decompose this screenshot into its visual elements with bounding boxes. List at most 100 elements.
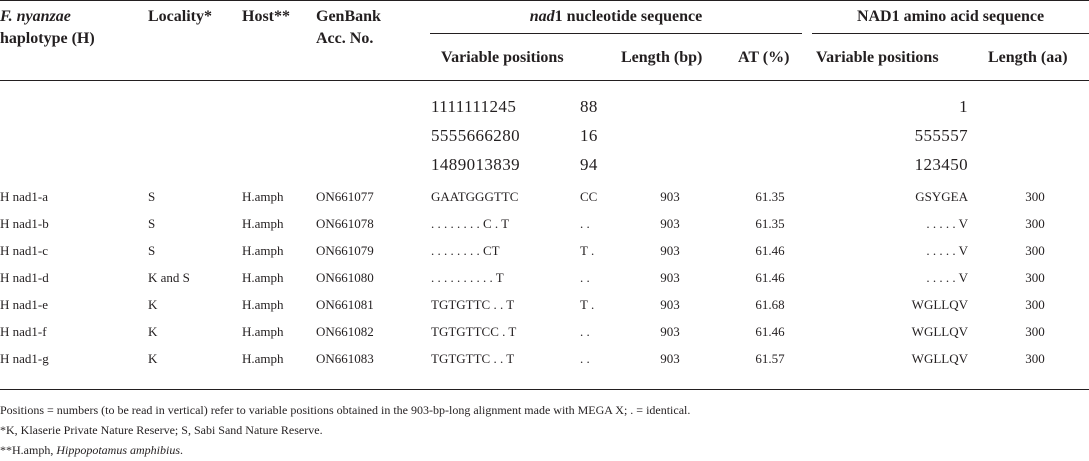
cell-host: H.amph [242,189,284,204]
nuc-positions-tail-line3: 94 [580,155,598,174]
cell-nuc-variable-tail: . . [580,351,590,366]
nuc-positions-tail-line1: 88 [580,97,598,116]
cell-aa-variable: GSYGEA [915,189,968,204]
cell-haplotype: H nad1-b [0,216,49,231]
cell-accession: ON661083 [316,351,374,366]
cell-haplotype: H nad1-a [0,189,49,204]
cell-host: H.amph [242,216,284,231]
cell-accession: ON661077 [316,189,374,204]
header-bottom-rule [0,80,1089,81]
header-nad1-gene: nad [529,8,555,25]
cell-haplotype: H nad1-d [0,270,49,285]
cell-length-bp: 903 [660,189,680,204]
cell-locality: K [148,351,158,366]
cell-length-bp: 903 [660,216,680,231]
cell-aa-variable: . . . . . V [926,270,968,285]
cell-host: H.amph [242,351,284,366]
footnote-host-species: Hippopotamus amphibius [56,443,181,457]
aa-group-rule [812,33,1089,34]
cell-aa-variable: . . . . . V [926,243,968,258]
cell-accession: ON661080 [316,270,374,285]
top-rule [0,0,1089,1]
cell-accession: ON661078 [316,216,374,231]
footnote-locality: *K, Klaserie Private Nature Reserve; S, … [0,423,323,437]
cell-host: H.amph [242,297,284,312]
cell-nuc-variable: TGTGTTCC . T [431,324,517,339]
nad1-group-rule [430,33,802,34]
cell-length-bp: 903 [660,297,680,312]
cell-length-bp: 903 [660,270,680,285]
cell-nuc-variable-tail: T . [580,297,595,312]
cell-nuc-variable: TGTGTTC . . T [431,351,515,366]
cell-locality: S [148,243,156,258]
cell-at-percent: 61.35 [755,189,785,204]
cell-haplotype: H nad1-g [0,351,49,366]
cell-length-bp: 903 [660,243,680,258]
cell-locality: S [148,216,156,231]
cell-aa-variable: WGLLQV [911,297,968,312]
cell-length-aa: 300 [1025,270,1045,285]
cell-length-aa: 300 [1025,189,1045,204]
nuc-positions-line2: 5555666280 [431,126,520,145]
header-genbank: GenBank Acc. No. [316,6,381,50]
header-haplotype: F. nyanzae haplotype (H) [0,6,95,50]
cell-locality: S [148,189,156,204]
header-host: Host** [242,8,290,25]
header-haplotype-label: haplotype (H) [0,30,95,47]
footnote-positions: Positions = numbers (to be read in verti… [0,403,691,417]
subheader-aa-variable-positions: Variable positions [816,49,939,66]
header-genbank-line1: GenBank [316,8,381,25]
subheader-length-aa: Length (aa) [988,49,1068,66]
subheader-length-bp: Length (bp) [621,49,703,66]
nuc-positions-line1: 1111111245 [431,97,517,116]
cell-at-percent: 61.35 [755,216,785,231]
cell-nuc-variable: TGTGTTC . . T [431,297,515,312]
cell-haplotype: H nad1-e [0,297,49,312]
cell-at-percent: 61.68 [755,297,785,312]
nuc-positions-tail-line2: 16 [580,126,598,145]
cell-host: H.amph [242,243,284,258]
cell-nuc-variable: . . . . . . . . CT [431,243,500,258]
header-species-name: F. nyanzae [0,8,71,25]
header-aa-group: NAD1 amino acid sequence [856,8,1045,25]
cell-length-aa: 300 [1025,324,1045,339]
subheader-variable-positions: Variable positions [441,49,564,66]
footnote-host-prefix: **H.amph, [0,443,57,457]
cell-nuc-variable-tail: . . [580,216,590,231]
cell-nuc-variable-tail: . . [580,324,590,339]
cell-nuc-variable: . . . . . . . . . . T [431,270,504,285]
nuc-positions-line3: 1489013839 [431,155,520,174]
footnote-host: **H.amph, Hippopotamus amphibius. [0,442,183,458]
cell-length-aa: 300 [1025,297,1045,312]
cell-length-bp: 903 [660,324,680,339]
cell-aa-variable: WGLLQV [911,351,968,366]
aa-positions-line3: 123450 [914,155,968,174]
cell-nuc-variable-tail: . . [580,270,590,285]
header-nad1-rest: 1 nucleotide sequence [554,8,703,25]
cell-at-percent: 61.46 [755,324,785,339]
cell-length-bp: 903 [660,351,680,366]
header-genbank-line2: Acc. No. [316,30,374,47]
table-bottom-rule [0,389,1089,390]
cell-at-percent: 61.57 [755,351,785,366]
cell-accession: ON661082 [316,324,374,339]
cell-host: H.amph [242,270,284,285]
footnote-host-suffix: . [180,443,184,457]
cell-haplotype: H nad1-f [0,324,47,339]
header-nad1-group: nad1 nucleotide sequence [430,6,802,28]
aa-positions-line2: 555557 [914,126,968,145]
cell-nuc-variable-tail: CC [580,189,598,204]
cell-at-percent: 61.46 [755,270,785,285]
cell-locality: K [148,324,158,339]
aa-positions-line1: 1 [959,97,968,116]
cell-host: H.amph [242,324,284,339]
cell-length-aa: 300 [1025,351,1045,366]
cell-length-aa: 300 [1025,243,1045,258]
cell-aa-variable: . . . . . V [926,216,968,231]
header-locality: Locality* [148,8,212,25]
cell-length-aa: 300 [1025,216,1045,231]
cell-aa-variable: WGLLQV [911,324,968,339]
cell-locality: K and S [148,270,190,285]
cell-locality: K [148,297,158,312]
cell-nuc-variable: . . . . . . . . C . T [431,216,510,231]
